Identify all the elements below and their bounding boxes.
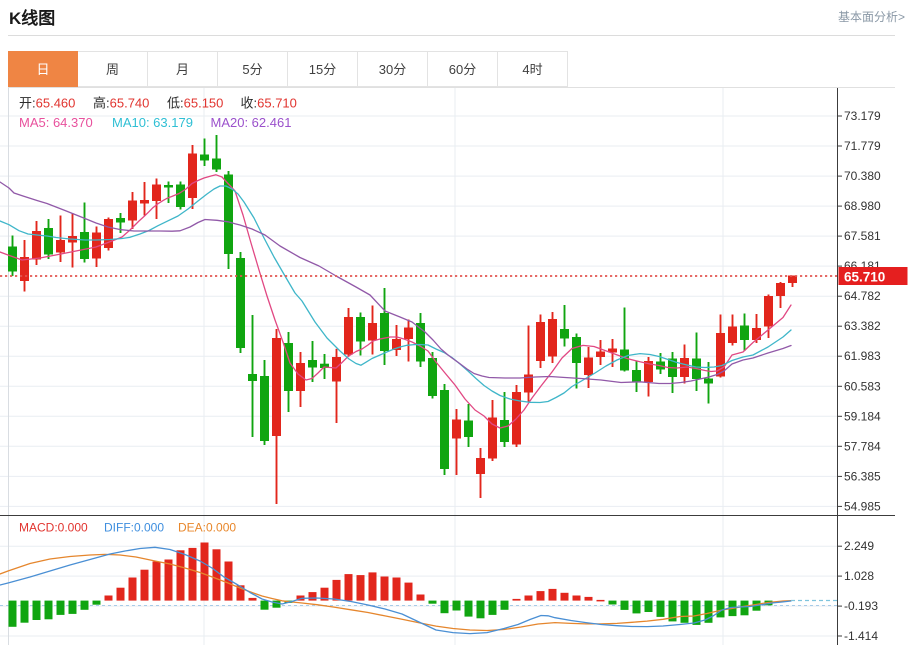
svg-text:63.382: 63.382: [844, 319, 881, 333]
svg-text:56.385: 56.385: [844, 469, 881, 483]
svg-text:收:65.710: 收:65.710: [241, 96, 297, 111]
svg-text:60.583: 60.583: [844, 379, 881, 393]
svg-text:68.980: 68.980: [844, 199, 881, 213]
svg-text:67.581: 67.581: [844, 229, 881, 243]
svg-text:DEA:0.000: DEA:0.000: [178, 521, 236, 535]
svg-text:高:65.740: 高:65.740: [93, 96, 149, 111]
svg-text:57.784: 57.784: [844, 439, 881, 453]
svg-text:DIFF:0.000: DIFF:0.000: [104, 521, 164, 535]
svg-text:-1.414: -1.414: [844, 629, 878, 643]
svg-text:开:65.460: 开:65.460: [19, 96, 75, 111]
svg-text:64.782: 64.782: [844, 289, 881, 303]
svg-text:59.184: 59.184: [844, 409, 881, 423]
svg-text:-0.193: -0.193: [844, 599, 878, 613]
svg-text:65.710: 65.710: [844, 270, 885, 285]
svg-text:73.179: 73.179: [844, 109, 881, 123]
svg-text:2.249: 2.249: [844, 539, 874, 553]
svg-text:低:65.150: 低:65.150: [167, 96, 223, 111]
svg-text:MA20: 62.461: MA20: 62.461: [211, 115, 292, 130]
svg-text:1.028: 1.028: [844, 569, 874, 583]
svg-text:MA10: 63.179: MA10: 63.179: [112, 115, 193, 130]
svg-text:70.380: 70.380: [844, 169, 881, 183]
svg-text:71.779: 71.779: [844, 139, 881, 153]
svg-text:MA5: 64.370: MA5: 64.370: [19, 115, 93, 130]
svg-text:61.983: 61.983: [844, 349, 881, 363]
svg-text:54.985: 54.985: [844, 499, 881, 513]
svg-text:MACD:0.000: MACD:0.000: [19, 521, 88, 535]
